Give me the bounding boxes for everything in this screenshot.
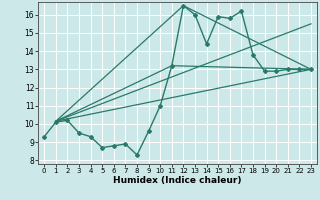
X-axis label: Humidex (Indice chaleur): Humidex (Indice chaleur) xyxy=(113,176,242,185)
